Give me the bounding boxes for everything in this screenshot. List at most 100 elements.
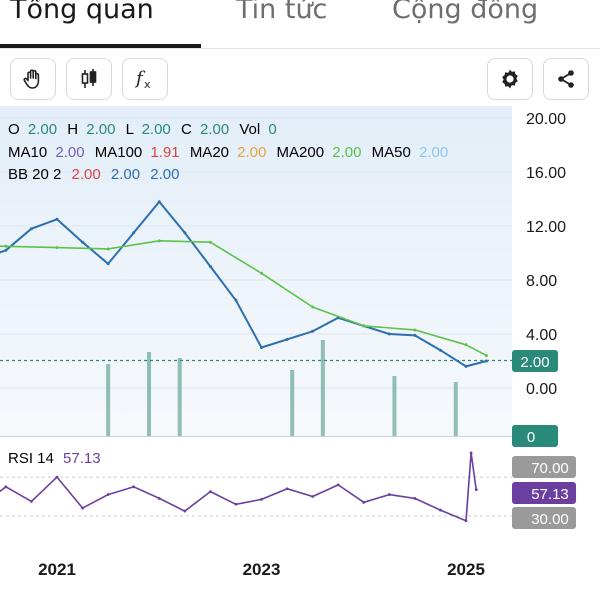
rsi-point (4, 485, 8, 489)
volume-bar (177, 358, 182, 436)
legend-low-value: 2.00 (142, 121, 171, 138)
rsi-point (30, 499, 33, 503)
bb-legend: BB 20 2 2.00 2.00 2.00 (8, 166, 180, 183)
rsi-30-text: 30.00 (531, 511, 569, 528)
legend-close-value: 2.00 (200, 121, 229, 138)
price-point-close (260, 346, 263, 349)
svg-text:x: x (144, 78, 151, 91)
volume-bar (290, 370, 295, 436)
rsi-point (260, 498, 263, 501)
rsi-value: 57.13 (63, 450, 101, 467)
indicators-button[interactable]: f x (122, 58, 168, 100)
last-price-tag (512, 350, 558, 372)
settings-button[interactable] (487, 58, 533, 100)
rsi-point (183, 509, 187, 513)
rsi-point (132, 485, 136, 489)
share-icon (558, 70, 574, 88)
price-point-close (208, 265, 212, 268)
legend-low-label: L (126, 121, 134, 138)
legend-ma100-label: MA100 (95, 144, 143, 161)
price-point-ma200 (4, 244, 8, 248)
legend-ma10-value: 2.00 (55, 144, 84, 161)
price-point-ma200 (157, 239, 161, 243)
legend-high-label: H (67, 121, 78, 138)
last-volume-tag (512, 425, 558, 447)
gear-icon (502, 69, 518, 89)
legend-high-value: 2.00 (86, 121, 115, 138)
price-point-close (311, 329, 315, 333)
rsi-label: RSI 14 (8, 450, 54, 467)
price-point-ma200 (413, 328, 417, 332)
price-point-close (132, 231, 136, 235)
chart-type-button[interactable] (66, 58, 112, 100)
price-series-close (0, 200, 487, 368)
price-point-ma200 (311, 305, 315, 309)
rsi-point (387, 493, 391, 496)
tab-bar: Tổng quan Tin tức Cộng đồng (0, 0, 600, 49)
function-icon: f x (134, 68, 151, 91)
price-pane-background (0, 106, 512, 436)
price-point-ma200 (208, 240, 212, 244)
price-point-ma200 (55, 246, 59, 250)
legend-ma200-label: MA200 (277, 144, 325, 161)
legend-open-value: 2.00 (28, 121, 57, 138)
rsi-value-tag-text: 57.13 (531, 486, 569, 503)
legend-bb-basis: 2.00 (72, 166, 101, 183)
price-point-close (81, 240, 85, 244)
rsi-point (413, 497, 417, 500)
legend-ma20-value: 2.00 (237, 144, 266, 161)
chart-toolbar: f x (0, 56, 600, 102)
price-tick-label: 0.00 (526, 381, 557, 398)
volume-bar (320, 340, 325, 436)
rsi-70-text: 70.00 (531, 460, 569, 477)
rsi-30-tag (512, 507, 576, 529)
legend-bb-label: BB 20 2 (8, 166, 61, 183)
price-point-ma200 (484, 354, 488, 358)
volume-bar (392, 376, 397, 436)
share-button[interactable] (543, 58, 589, 100)
price-point-close (4, 248, 8, 252)
volume-bar (147, 352, 152, 436)
legend-bb-upper: 2.00 (111, 166, 140, 183)
ohlc-legend: O 2.00 H 2.00 L 2.00 C 2.00 Vol 0 (8, 121, 277, 138)
legend-bb-lower: 2.00 (150, 166, 179, 183)
rsi-point (157, 497, 161, 500)
legend-ma20-label: MA20 (190, 144, 229, 161)
tab-overview[interactable]: Tổng quan (10, 0, 154, 25)
price-point-close (234, 298, 238, 302)
tab-news[interactable]: Tin tức (236, 0, 328, 25)
rsi-70-tag (512, 456, 576, 478)
price-point-close (438, 348, 442, 352)
price-point-ma200 (362, 324, 366, 328)
price-point-ma200 (106, 247, 110, 251)
price-point-close (29, 227, 33, 231)
rsi-point (311, 495, 315, 498)
volume-bar (453, 382, 458, 436)
price-point-ma200 (260, 271, 263, 275)
rsi-point (474, 488, 478, 491)
rsi-point (285, 487, 289, 491)
price-tick-label: 16.00 (526, 165, 566, 182)
rsi-value-tag (512, 482, 576, 504)
legend-ma10-label: MA10 (8, 144, 47, 161)
price-point-close (157, 200, 161, 204)
legend-volume-value: 0 (268, 121, 276, 138)
rsi-legend: RSI 14 57.13 (8, 450, 101, 467)
rsi-point (362, 500, 366, 504)
hand-icon (23, 69, 40, 89)
x-tick-label: 2021 (38, 560, 76, 579)
rsi-point (234, 502, 238, 506)
price-tick-label: 4.00 (526, 327, 557, 344)
tab-community[interactable]: Cộng đồng (392, 0, 539, 25)
candlestick-icon (81, 69, 97, 88)
last-volume-tag-text: 0 (527, 429, 535, 446)
rsi-point (55, 475, 59, 479)
hand-tool-button[interactable] (10, 58, 56, 100)
legend-ma200-value: 2.00 (332, 144, 361, 161)
rsi-point (464, 519, 468, 523)
rsi-point (336, 483, 340, 487)
price-point-close (413, 333, 417, 337)
legend-open-label: O (8, 121, 20, 138)
price-point-close (106, 262, 110, 266)
